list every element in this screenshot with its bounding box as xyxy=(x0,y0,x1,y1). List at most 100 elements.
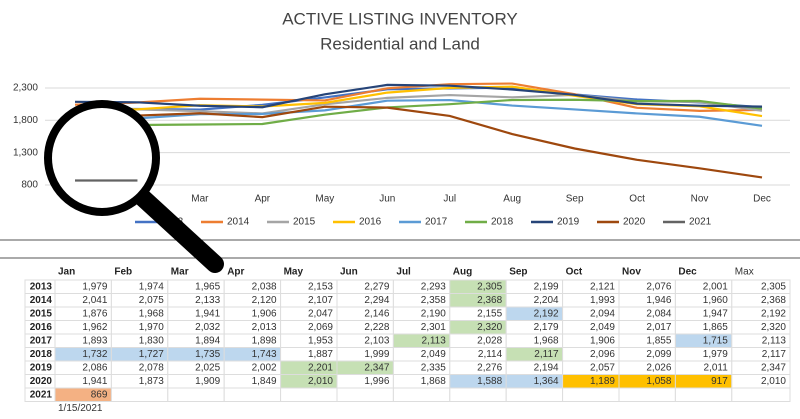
table-value: 2,155 xyxy=(477,308,502,319)
table-value: 2,107 xyxy=(308,295,333,306)
table-value: 2,276 xyxy=(477,362,502,373)
table-value: 1,953 xyxy=(308,335,333,346)
table-value: 1,979 xyxy=(82,281,107,292)
table-max: 2,113 xyxy=(762,335,787,346)
x-tick-label: Apr xyxy=(255,194,271,205)
table-value: 2,293 xyxy=(421,281,446,292)
table-max: 2,305 xyxy=(761,281,786,292)
table-value: 2,347 xyxy=(364,362,389,373)
column-header: Dec xyxy=(678,267,697,278)
table-cell xyxy=(336,387,394,402)
table-cell xyxy=(731,387,791,402)
table-value: 2,025 xyxy=(195,362,220,373)
table-value: 2,076 xyxy=(646,281,671,292)
table-value: 1,849 xyxy=(252,376,277,387)
x-tick-label: Nov xyxy=(691,194,709,205)
table-value: 1,946 xyxy=(646,295,671,306)
table-cell xyxy=(167,387,225,402)
column-header: Jul xyxy=(396,267,411,278)
table-value: 2,146 xyxy=(364,308,389,319)
table-cell xyxy=(618,387,676,402)
row-header: 2017 xyxy=(30,335,53,346)
table-value: 2,049 xyxy=(421,349,446,360)
column-header: Oct xyxy=(566,267,583,278)
series-line xyxy=(74,105,763,179)
table-value: 2,201 xyxy=(308,362,333,373)
table-value: 2,086 xyxy=(82,362,107,373)
table-value: 1,855 xyxy=(646,335,671,346)
table-value: 2,084 xyxy=(646,308,671,319)
chart-subtitle: Residential and Land xyxy=(320,34,480,53)
table-value: 2,179 xyxy=(534,322,559,333)
table-value: 2,032 xyxy=(195,322,220,333)
column-header: Jan xyxy=(58,267,75,278)
row-header: 2013 xyxy=(30,281,53,292)
table-value: 1,906 xyxy=(252,308,277,319)
table-cell xyxy=(110,387,169,402)
row-header: 2020 xyxy=(30,376,53,387)
table-max: 2,010 xyxy=(761,376,786,387)
table-value: 1,898 xyxy=(252,335,277,346)
table-max: 2,192 xyxy=(761,308,786,319)
x-tick-label: Aug xyxy=(503,194,521,205)
magnifier-lens xyxy=(44,100,160,216)
magnifier-icon xyxy=(44,100,224,273)
table-value: 1,970 xyxy=(139,322,164,333)
table-value: 2,335 xyxy=(421,362,446,373)
table-value: 2,013 xyxy=(252,322,277,333)
row-header: 2018 xyxy=(30,349,53,360)
table-value: 1,865 xyxy=(703,322,728,333)
legend-label: 2018 xyxy=(491,217,514,228)
series-line xyxy=(74,86,763,111)
table-value: 1,947 xyxy=(703,308,728,319)
table-value: 2,099 xyxy=(646,349,671,360)
table-value: 1,993 xyxy=(590,295,615,306)
table-value: 2,133 xyxy=(195,295,220,306)
column-header: Feb xyxy=(114,267,132,278)
table-value: 2,153 xyxy=(308,281,333,292)
table-value: 1,743 xyxy=(252,349,277,360)
table-value: 1,968 xyxy=(139,308,164,319)
x-tick-label: Sep xyxy=(566,194,584,205)
table-value: 2,002 xyxy=(252,362,277,373)
table-value: 1,588 xyxy=(477,376,502,387)
table-value: 2,279 xyxy=(364,281,389,292)
column-header: Mar xyxy=(171,267,189,278)
table-value: 2,368 xyxy=(477,295,502,306)
column-header: Aug xyxy=(453,267,472,278)
table-value: 1,893 xyxy=(82,335,107,346)
table-value: 2,001 xyxy=(703,281,728,292)
magnifier-handle xyxy=(134,189,224,273)
x-tick-label: Jul xyxy=(443,194,456,205)
table-value: 2,041 xyxy=(82,295,107,306)
table-max: 2,368 xyxy=(761,295,786,306)
table-value: 1,735 xyxy=(195,349,220,360)
x-tick-label: May xyxy=(315,194,334,205)
table-value: 2,103 xyxy=(364,335,389,346)
table-value: 1,941 xyxy=(82,376,107,387)
table-value: 2,017 xyxy=(646,322,671,333)
table-value: 2,120 xyxy=(252,295,277,306)
table-value: 2,038 xyxy=(252,281,277,292)
table-value: 2,096 xyxy=(590,349,615,360)
table-value: 1,732 xyxy=(82,349,107,360)
table-value: 1,189 xyxy=(590,376,615,387)
table-cell xyxy=(392,387,451,402)
table-value: 2,114 xyxy=(478,349,503,360)
table-value: 1,364 xyxy=(534,376,559,387)
column-header: May xyxy=(284,267,304,278)
table-cell xyxy=(449,387,507,402)
table-value: 1,887 xyxy=(308,349,333,360)
legend-label: 2015 xyxy=(293,217,316,228)
legend-label: 2020 xyxy=(623,217,646,228)
table-value: 1,727 xyxy=(139,349,164,360)
table-cell xyxy=(223,387,282,402)
table-value: 2,204 xyxy=(534,295,559,306)
table-value: 1,979 xyxy=(703,349,728,360)
column-header: Sep xyxy=(509,267,527,278)
table-value: 917 xyxy=(711,376,728,387)
column-header: Apr xyxy=(227,267,244,278)
table-value: 2,294 xyxy=(364,295,389,306)
table-value: 2,121 xyxy=(590,281,615,292)
